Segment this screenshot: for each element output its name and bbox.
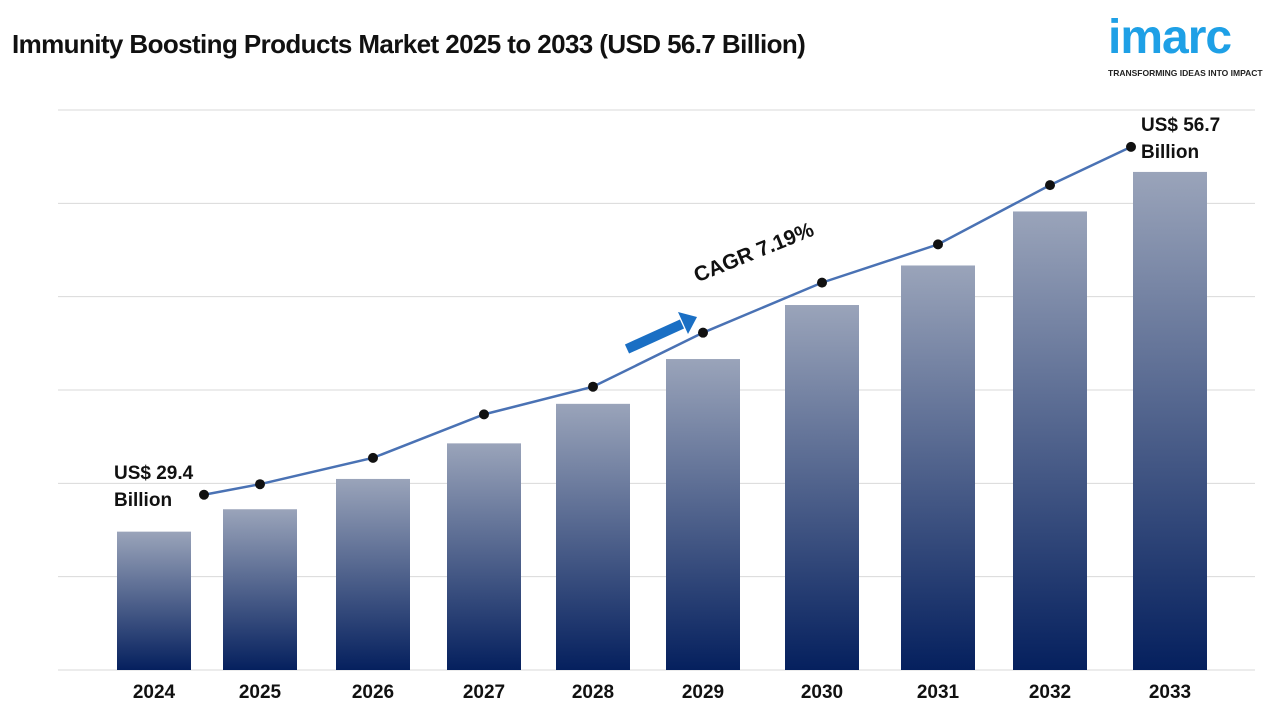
- trend-marker-2030: [817, 277, 827, 288]
- end-value-label: US$ 56.7 Billion: [1141, 112, 1220, 166]
- trend-line: [203, 145, 1132, 496]
- trend-marker-2025: [255, 479, 265, 490]
- bar-2024: [117, 531, 191, 670]
- x-tick-label: 2032: [1029, 682, 1071, 703]
- bar-2033: [1133, 171, 1207, 670]
- x-tick-label: 2030: [801, 682, 843, 703]
- bar-2029: [666, 359, 740, 670]
- x-tick-label: 2027: [463, 682, 505, 703]
- bar-2031: [901, 265, 975, 670]
- imarc-logo: imarc TRANSFORMING IDEAS INTO IMPACT: [1104, 12, 1274, 84]
- end-value-line2: Billion: [1141, 142, 1200, 163]
- x-tick-label: 2031: [917, 682, 960, 703]
- bar-2028: [556, 403, 630, 670]
- trend-marker-2031: [933, 239, 943, 250]
- bar-2032: [1013, 211, 1087, 671]
- logo-tagline: TRANSFORMING IDEAS INTO IMPACT: [1108, 68, 1263, 78]
- bar-2030: [785, 305, 859, 670]
- cagr-arrow-icon: [678, 312, 697, 334]
- end-value-line1: US$ 56.7: [1141, 115, 1221, 136]
- start-value-line2: Billion: [114, 490, 173, 511]
- x-tick-label: 2033: [1149, 682, 1191, 703]
- trend-marker-2029: [698, 327, 708, 338]
- trend-marker-2033: [1126, 141, 1136, 152]
- x-tick-label: 2028: [572, 682, 614, 703]
- trend-marker-2027: [479, 409, 489, 420]
- x-tick-label: 2029: [682, 682, 724, 703]
- chart-title: Immunity Boosting Products Market 2025 t…: [12, 29, 806, 59]
- bar-2027: [447, 443, 521, 670]
- x-tick-label: 2025: [239, 682, 282, 703]
- bar-2025: [223, 509, 297, 670]
- start-value-line1: US$ 29.4: [114, 463, 194, 484]
- trend-marker-2032: [1045, 180, 1055, 191]
- x-tick-label: 2026: [352, 682, 394, 703]
- trend-marker-2028: [588, 381, 598, 392]
- x-tick-label: 2024: [133, 682, 176, 703]
- cagr-arrow-shaft: [624, 319, 685, 354]
- trend-marker-2026: [368, 452, 378, 463]
- bar-2026: [336, 478, 410, 670]
- logo-word: imarc: [1108, 11, 1232, 64]
- start-value-label: US$ 29.4 Billion: [114, 460, 193, 514]
- trend-marker-2024: [199, 489, 209, 500]
